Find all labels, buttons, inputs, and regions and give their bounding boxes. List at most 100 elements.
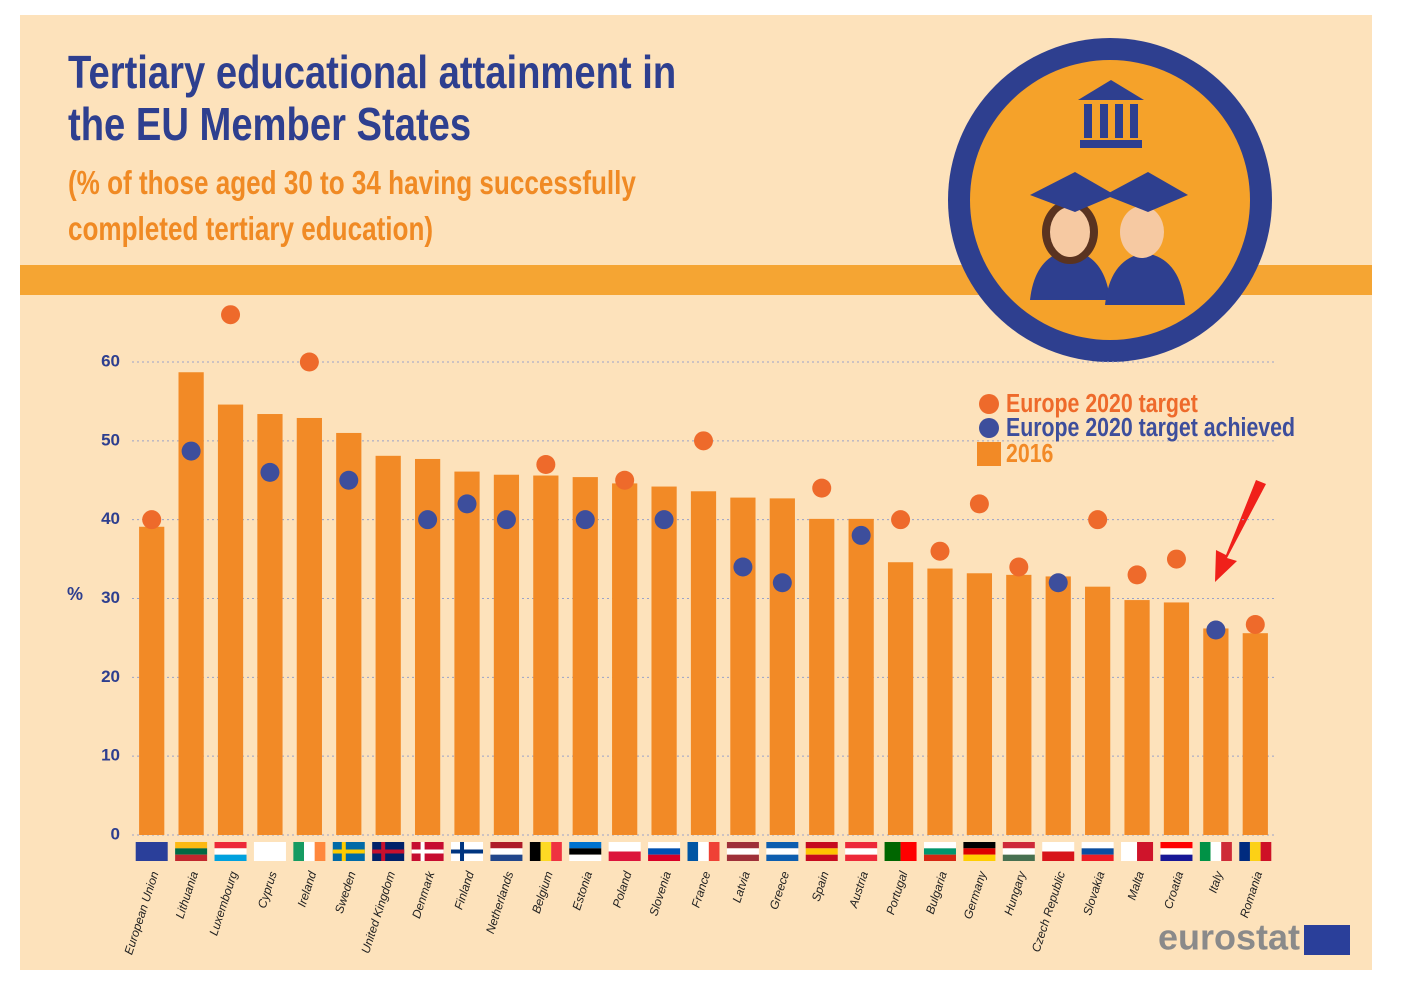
flag [845,842,878,861]
dot [654,510,674,530]
flag-stripe [1137,842,1154,861]
flag-stripe [698,842,709,861]
flag-stripe [766,848,799,855]
y-tick-label: 0 [111,824,120,843]
flag [687,842,720,861]
flag-stripe [805,848,838,855]
flag-stripe [708,842,720,861]
flag-stripe [175,848,208,855]
flag-stripe [648,854,681,861]
flag [805,842,838,861]
dot [221,305,241,325]
flag-stripe [1160,848,1193,855]
flag [372,842,405,861]
flag-field [135,842,168,861]
flag-cross [451,849,484,854]
y-tick-label: 20 [101,667,120,686]
flag [648,842,681,861]
flag-field [253,842,286,861]
legend-swatch [979,394,999,414]
flag [963,842,996,861]
bar [572,477,598,835]
flag-stripe [314,842,326,861]
flag [1121,842,1154,861]
y-tick-label: 60 [101,351,120,370]
legend-label: Europe 2020 target achieved [1006,413,1295,443]
flag [529,842,562,861]
bar [1045,576,1071,835]
bar [1085,586,1111,835]
dot [181,441,201,461]
bar [690,491,717,835]
dot [930,541,950,561]
dot [969,494,989,514]
flag [1199,842,1232,861]
bar [966,573,993,835]
flag [1081,842,1114,861]
flag-stripe [845,842,878,849]
flag-stripe [490,848,523,855]
y-axis-label: % [67,584,83,604]
bar [927,568,953,835]
flag-stripe [214,842,247,849]
arrow [1215,480,1266,582]
flag-stripe [569,848,602,855]
flag-stripe [529,842,541,861]
flag-stripe [1239,842,1250,861]
bar [336,432,362,835]
flag-stripe [175,842,208,849]
flag-stripe [1160,854,1193,861]
bar [217,404,244,835]
bar [1163,602,1190,835]
flag-stripe [1249,842,1261,861]
flag-stripe [214,848,247,855]
flag [766,842,799,861]
flag-stripe [845,854,878,861]
emblem [948,38,1272,362]
flag-stripe [726,842,759,849]
dot [1206,620,1226,640]
bar [1203,628,1229,835]
dot [1245,615,1265,635]
dot [1009,557,1029,577]
flag [1160,842,1193,861]
flag [884,842,917,861]
dot [733,557,753,577]
dot [260,462,280,482]
flag [608,842,641,861]
flag-stripe [687,842,699,861]
flag-stripe [845,848,878,855]
flag-stripe [923,854,956,861]
flag-stripe [726,854,759,861]
legend-swatch [977,442,1001,466]
flag-stripe [1260,842,1272,861]
flag-stripe [805,842,838,849]
flag-stripe [569,854,602,861]
flag-stripe [1121,842,1138,861]
flag [1002,842,1035,861]
flag-stripe [304,842,315,861]
flag [1239,842,1272,861]
bar [139,526,165,835]
flag-stripe [551,842,562,861]
dot [772,573,792,593]
flag-stripe [884,842,901,861]
flag-stripe [766,842,799,849]
flag [923,842,956,861]
flag-cross [411,849,444,854]
bar [454,471,480,835]
dot [1088,510,1108,530]
flag-stripe [569,842,602,849]
flag [1042,842,1075,861]
flag-stripe [1002,854,1035,861]
flag-stripe [1081,842,1114,849]
flag-stripe [766,854,799,861]
y-tick-label: 30 [101,588,120,607]
flag-stripe [648,848,681,855]
flag-stripe [923,848,956,855]
flag-stripe [1042,842,1075,852]
y-tick-label: 40 [101,509,120,528]
dot [575,510,595,530]
